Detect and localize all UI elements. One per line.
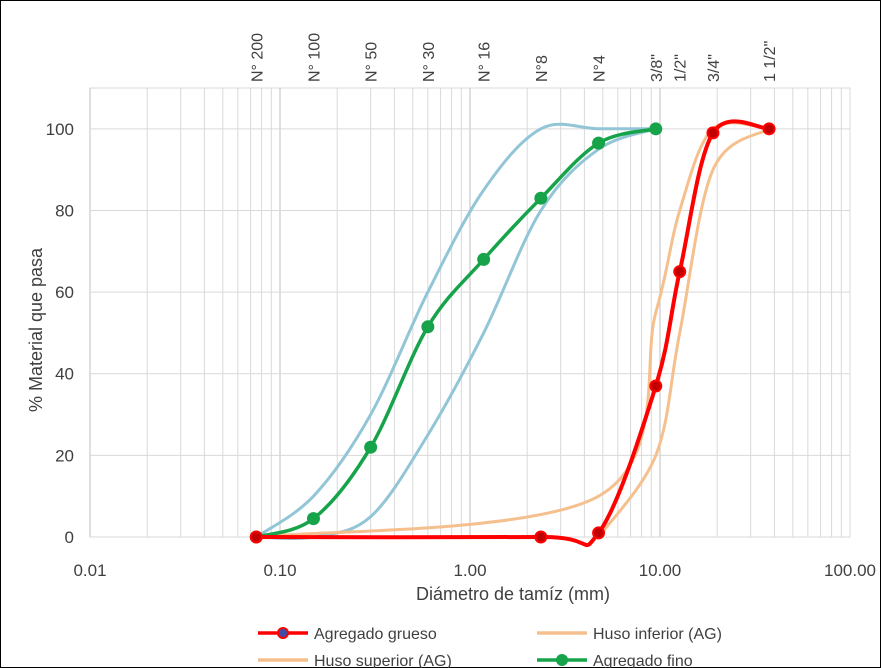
- series-4: [249, 122, 663, 544]
- series-line: [256, 127, 657, 540]
- data-point: [534, 191, 548, 205]
- x-tick-label: 0.01: [73, 561, 106, 580]
- legend-marker: [277, 627, 289, 639]
- x-tick-label: 100.00: [824, 561, 876, 580]
- data-point: [762, 122, 776, 136]
- sieve-label: 1 1/2": [762, 41, 779, 82]
- data-point: [249, 530, 263, 544]
- legend-label: Agregado grueso: [314, 626, 437, 643]
- x-tick-label: 0.10: [263, 561, 296, 580]
- legend-marker: [556, 654, 568, 666]
- data-point: [649, 379, 663, 393]
- sieve-label: 3/8": [649, 54, 666, 82]
- legend-label: Huso superior (AG): [314, 653, 452, 668]
- series-0: [255, 122, 656, 539]
- series-5: [249, 119, 776, 548]
- y-tick-label: 40: [55, 365, 74, 384]
- sieve-label: N°8: [534, 55, 551, 82]
- x-axis-ticks: 0.01 0.10 1.00 10.00 100.00: [73, 561, 876, 580]
- data-point: [306, 512, 320, 526]
- series-line: [255, 127, 657, 539]
- series-layer: [249, 119, 776, 548]
- data-point: [673, 265, 687, 279]
- data-point: [364, 440, 378, 454]
- data-point: [649, 122, 663, 136]
- sieve-label: N° 16: [477, 42, 494, 82]
- sieve-label: N° 30: [421, 42, 438, 82]
- x-axis-title: Diámetro de tamíz (mm): [416, 584, 610, 604]
- grid: [89, 87, 851, 538]
- sieve-label: 3/4": [706, 54, 723, 82]
- legend-item: Agregado grueso: [258, 626, 437, 643]
- sieve-label: N° 200: [249, 33, 266, 82]
- series-3: [597, 127, 770, 538]
- data-point: [706, 126, 720, 140]
- data-point: [592, 526, 606, 540]
- series-line: [256, 119, 770, 548]
- data-point: [592, 136, 606, 150]
- data-point: [534, 530, 548, 544]
- y-tick-label: 80: [55, 201, 74, 220]
- x-tick-label: 10.00: [639, 561, 682, 580]
- legend-item: Huso inferior (AG): [537, 626, 722, 643]
- legend: Agregado grueso Huso inferior (AG) Huso su…: [258, 626, 722, 668]
- y-axis-title: % Material que pasa: [26, 247, 46, 412]
- sieve-label: N° 50: [364, 42, 381, 82]
- y-tick-label: 100: [46, 120, 74, 139]
- series-line: [597, 127, 770, 538]
- y-tick-label: 60: [55, 283, 74, 302]
- sieve-labels: N° 200 N° 100 N° 50 N° 30 N° 16 N°8 N°4 3/8" 1/2…: [249, 33, 779, 82]
- y-tick-label: 20: [55, 446, 74, 465]
- data-point: [477, 252, 491, 266]
- sieve-label: 1/2": [673, 54, 690, 82]
- y-axis-ticks: 0 20 40 60 80 100: [46, 120, 74, 547]
- series-line: [255, 122, 656, 539]
- legend-item: Huso superior (AG): [258, 653, 452, 668]
- sieve-label: N°4: [592, 55, 609, 82]
- data-point: [421, 320, 435, 334]
- series-1: [256, 127, 657, 540]
- legend-label: Agregado fino: [593, 653, 693, 668]
- legend-label: Huso inferior (AG): [593, 626, 722, 643]
- x-tick-label: 1.00: [453, 561, 486, 580]
- sieve-label: N° 100: [306, 33, 323, 82]
- y-tick-label: 0: [65, 528, 74, 547]
- legend-item: Agregado fino: [537, 653, 693, 668]
